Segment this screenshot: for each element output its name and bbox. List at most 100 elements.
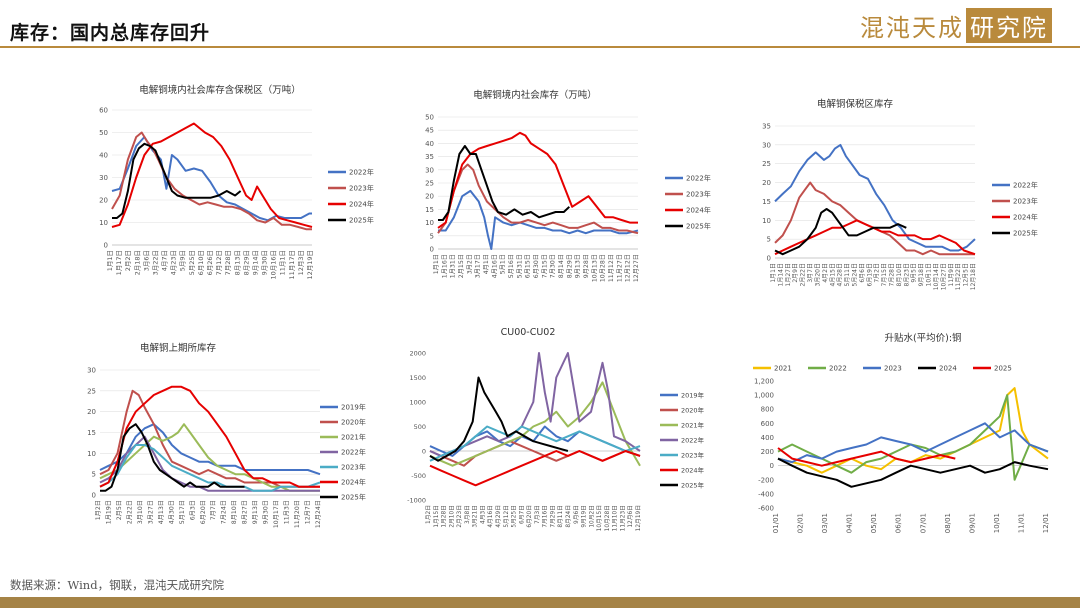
x-tick-label: 12月27日 [633, 254, 640, 282]
series-line [429, 381, 641, 467]
y-tick-label: 25 [762, 160, 771, 168]
x-tick-label: 3月6日 [142, 250, 150, 271]
x-tick-label: 9月28日 [583, 254, 590, 278]
legend-label: 2024年 [341, 478, 366, 487]
x-tick-label: 12月3日 [297, 250, 305, 275]
x-tick-label: 10月17日 [273, 500, 280, 528]
series-line [438, 145, 570, 221]
x-tick-label: 6月7日 [518, 505, 525, 524]
x-tick-label: 4月16日 [487, 505, 494, 528]
x-tick-label: 5月25日 [188, 250, 196, 275]
x-tick-label: 7月30日 [550, 254, 557, 278]
x-tick-label: 6月19日 [866, 263, 873, 286]
x-tick-label: 02/01 [797, 513, 805, 533]
y-tick-label: 25 [425, 180, 434, 188]
x-tick-label: 9月30日 [263, 500, 270, 524]
x-tick-label: 11/01 [1017, 513, 1025, 533]
y-tick-label: 40 [425, 140, 434, 148]
y-tick-label: 45 [425, 127, 434, 135]
x-tick-label: 12/01 [1042, 513, 1050, 533]
x-tick-label: 12月19日 [306, 250, 314, 280]
title-rule [0, 46, 1080, 48]
x-tick-label: 10月2日 [588, 505, 595, 528]
x-tick-label: 10月28日 [604, 505, 611, 531]
footer-bar [0, 597, 1080, 608]
series-line [437, 131, 638, 229]
legend-label: 2025年 [681, 481, 705, 490]
legend-label: 2022 [829, 365, 847, 373]
legend-label: 2024年 [1013, 213, 1038, 222]
x-tick-label: 7月16日 [542, 505, 549, 528]
x-tick-label: 6月26日 [206, 250, 214, 275]
legend-label: 2023 [884, 365, 902, 373]
y-tick-label: 0 [104, 242, 108, 250]
y-tick-label: 15 [425, 206, 434, 214]
legend-label: 2024年 [681, 466, 705, 475]
chart-title: 电解铜上期所库存 [140, 342, 217, 354]
x-tick-label: 3月10日 [137, 500, 144, 524]
y-tick-label: 50 [99, 129, 108, 137]
x-tick-label: 11月23日 [619, 505, 626, 531]
x-tick-label: 4月23日 [170, 250, 178, 275]
series-line [437, 163, 639, 235]
y-tick-label: 30 [99, 174, 108, 182]
brand-logo: 混沌天成 研究院 [860, 8, 1052, 43]
y-tick-label: 10 [99, 219, 108, 227]
legend-label: 2023年 [341, 463, 366, 472]
x-tick-label: 7月24日 [221, 500, 228, 524]
legend-label: 2019年 [341, 403, 366, 412]
x-tick-label: 7月28日 [889, 263, 896, 286]
x-tick-label: 5月9日 [179, 250, 187, 271]
x-tick-label: 9月19日 [581, 505, 588, 528]
x-tick-label: 11月1日 [279, 250, 287, 275]
x-tick-label: 03/01 [821, 513, 829, 533]
y-tick-label: 15 [762, 198, 771, 206]
x-tick-label: 10月28日 [600, 254, 607, 282]
x-tick-label: 1月31日 [450, 254, 457, 278]
y-tick-label: 2000 [409, 350, 426, 358]
y-tick-label: -200 [758, 476, 774, 484]
x-tick-label: 10月14日 [933, 263, 940, 290]
x-tick-label: 4月29日 [495, 505, 502, 528]
legend-label: 2020年 [681, 406, 705, 415]
legend-label: 2019年 [681, 391, 705, 400]
y-tick-label: 0 [422, 448, 426, 456]
series-line [111, 131, 312, 231]
series-line [429, 425, 641, 462]
y-tick-label: 15 [87, 429, 96, 437]
x-tick-label: 7月29日 [549, 505, 556, 528]
legend-label: 2022年 [1013, 181, 1038, 190]
y-tick-label: 50 [425, 114, 434, 122]
x-tick-label: 6月6日 [859, 263, 866, 283]
y-tick-label: -500 [411, 472, 426, 480]
x-tick-label: 6月20日 [526, 505, 533, 528]
x-tick-label: 2月10日 [448, 505, 455, 528]
chart-title: 升贴水(平均价):铜 [884, 332, 961, 344]
series-line [100, 423, 245, 492]
x-tick-label: 1月17日 [115, 250, 123, 275]
chart-title: CU00-CU02 [501, 327, 556, 338]
x-tick-label: 9月30日 [261, 250, 269, 275]
x-tick-label: 9月13日 [252, 500, 259, 524]
legend-label: 2023年 [349, 184, 374, 193]
x-tick-label: 11月12日 [608, 254, 615, 282]
series-line [99, 444, 321, 492]
y-tick-label: 500 [414, 423, 426, 431]
series-line [112, 142, 242, 219]
series-line [777, 394, 1049, 481]
series-line [774, 143, 976, 252]
x-tick-label: 8月27日 [242, 500, 249, 524]
x-tick-label: 8月11日 [557, 505, 564, 528]
y-tick-label: 10 [87, 450, 96, 458]
y-tick-label: 20 [425, 193, 434, 201]
legend-label: 2025年 [1013, 229, 1038, 238]
x-tick-label: 8月23日 [903, 263, 910, 286]
y-tick-label: 1500 [409, 374, 426, 382]
y-tick-label: 30 [87, 367, 96, 375]
series-line [438, 189, 639, 250]
x-tick-label: 1月1日 [106, 250, 114, 271]
y-tick-label: 5 [430, 232, 434, 240]
chart-copper-premium: 升贴水(平均价):铜 -600 -400 -200 0 200 400 600 800 1,000… [753, 332, 1050, 533]
x-tick-label: 1月2日 [95, 500, 102, 520]
x-tick-label: 06/01 [895, 513, 903, 533]
